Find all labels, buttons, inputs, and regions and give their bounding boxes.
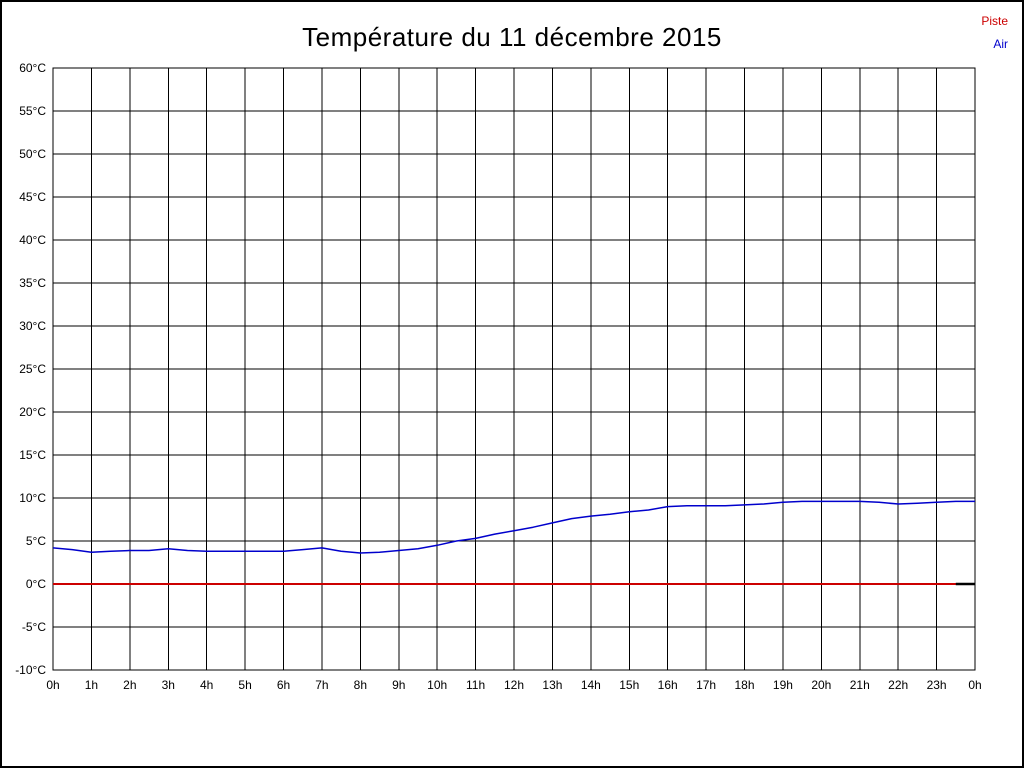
- x-tick-label: 15h: [619, 678, 639, 692]
- x-tick-label: 16h: [658, 678, 678, 692]
- x-tick-label: 4h: [200, 678, 213, 692]
- x-tick-label: 9h: [392, 678, 405, 692]
- x-tick-label: 5h: [238, 678, 251, 692]
- x-tick-label: 14h: [581, 678, 601, 692]
- x-tick-label: 20h: [811, 678, 831, 692]
- y-tick-label: 15°C: [19, 448, 46, 462]
- x-tick-label: 6h: [277, 678, 290, 692]
- chart-legend: Piste Air: [981, 14, 1008, 61]
- x-tick-label: 8h: [354, 678, 367, 692]
- x-tick-label: 10h: [427, 678, 447, 692]
- y-tick-label: 60°C: [19, 61, 46, 75]
- x-tick-label: 12h: [504, 678, 524, 692]
- x-tick-label: 7h: [315, 678, 328, 692]
- y-tick-label: 45°C: [19, 190, 46, 204]
- y-tick-label: 30°C: [19, 319, 46, 333]
- y-tick-label: 5°C: [26, 534, 46, 548]
- plot-border: [52, 67, 976, 671]
- y-tick-label: -5°C: [22, 620, 46, 634]
- series-line-air: [52, 500, 975, 554]
- y-tick-label: 10°C: [19, 491, 46, 505]
- legend-piste-label: Piste: [981, 14, 1008, 28]
- y-tick-label: -10°C: [15, 663, 46, 677]
- x-tick-label: 17h: [696, 678, 716, 692]
- x-tick-label: 22h: [888, 678, 908, 692]
- y-tick-label: 25°C: [19, 362, 46, 376]
- y-tick-label: 50°C: [19, 147, 46, 161]
- y-tick-label: 20°C: [19, 405, 46, 419]
- x-tick-label: 3h: [162, 678, 175, 692]
- y-tick-label: 40°C: [19, 233, 46, 247]
- x-tick-label: 2h: [123, 678, 136, 692]
- y-tick-label: 35°C: [19, 276, 46, 290]
- x-tick-label: 11h: [466, 678, 485, 692]
- x-tick-label: 0h: [46, 678, 59, 692]
- x-tick-label: 18h: [734, 678, 754, 692]
- x-tick-label: 21h: [850, 678, 870, 692]
- y-tick-label: 0°C: [26, 577, 46, 591]
- x-tick-label: 13h: [542, 678, 562, 692]
- legend-air-label: Air: [993, 37, 1008, 52]
- chart-title: Température du 11 décembre 2015: [302, 22, 722, 52]
- x-tick-label: 1h: [85, 678, 98, 692]
- x-tick-label: 0h: [968, 678, 981, 692]
- x-tick-label: 19h: [773, 678, 793, 692]
- y-tick-label: 55°C: [19, 104, 46, 118]
- x-tick-label: 23h: [927, 678, 947, 692]
